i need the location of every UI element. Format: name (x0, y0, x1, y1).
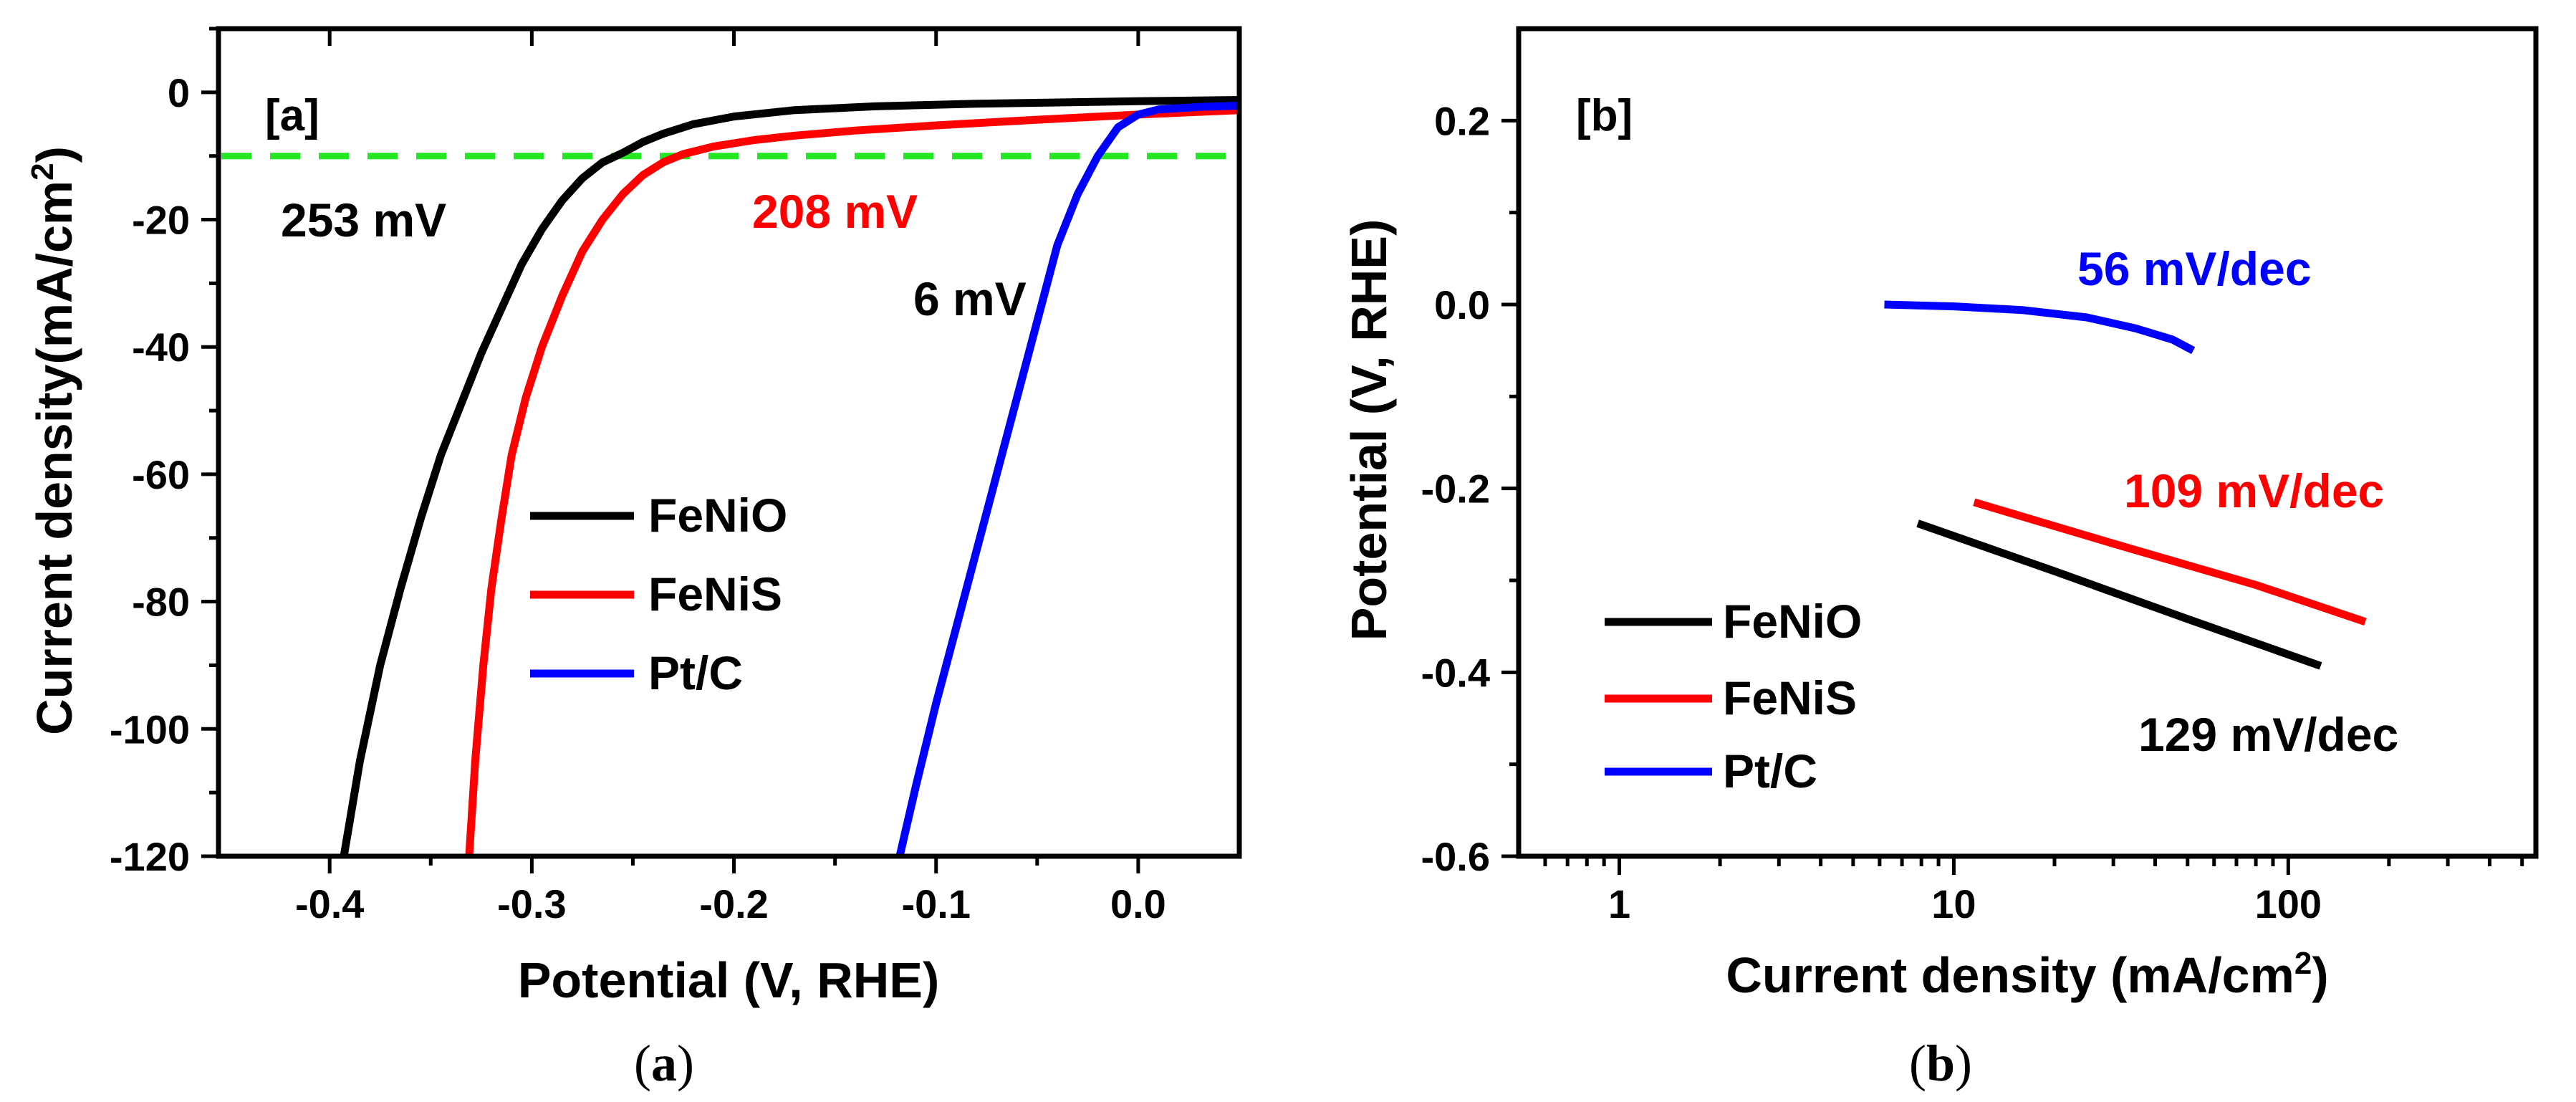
legend-b-label-fenis: FeNiS (1723, 671, 1857, 724)
legend-b-label-ptc: Pt/C (1723, 744, 1817, 797)
annotation-56mvdec: 56 mV/dec (2077, 242, 2312, 295)
x-tick-label-a: -0.1 (901, 881, 971, 926)
annotation-129mvdec: 129 mV/dec (2138, 708, 2398, 761)
y-tick-label-b: -0.6 (1421, 834, 1491, 879)
annotation-208mv: 208 mV (752, 185, 918, 238)
y-tick-label-a: -80 (132, 580, 190, 625)
x-axis-title-b-main: Current density (mA/cm (1726, 947, 2294, 1003)
caption-a: (a) (634, 1035, 694, 1092)
x-tick-label-a: -0.4 (295, 881, 365, 926)
legend-a-label-fenis: FeNiS (648, 567, 782, 621)
caption-a-letter: a (651, 1035, 677, 1092)
panel-b: 1 10 100 0.2 0.0 -0.2 -0.4 -0.6 [b] 56 mV/dec 1… (1341, 26, 2539, 1092)
series-b-fenis (1973, 498, 2367, 626)
caption-b: (b) (1909, 1035, 1972, 1092)
annotation-109mvdec: 109 mV/dec (2124, 464, 2384, 517)
series-b-pt-c (1884, 300, 2196, 355)
x-tick-label-b: 100 (2255, 881, 2322, 926)
x-tick-label-a: -0.2 (699, 881, 769, 926)
series-b-fenio (1916, 519, 2322, 670)
x-tick-label-a: 0.0 (1110, 881, 1166, 926)
series-a-fenio (340, 96, 1240, 857)
y-tick-label-b: -0.2 (1421, 466, 1491, 512)
x-axis-title-b-sup: 2 (2294, 946, 2312, 981)
x-tick-label-b: 1 (1608, 881, 1630, 926)
y-tick-label-b: -0.4 (1421, 650, 1491, 695)
y-tick-label-a: 0 (168, 70, 190, 115)
y-tick-label-a: -120 (110, 834, 190, 879)
y-axis-title-a-main: Current density(mA/cm (27, 181, 82, 735)
y-tick-label-a: -20 (132, 198, 190, 243)
x-axis-title-a: Potential (V, RHE) (518, 952, 940, 1008)
y-tick-label-a: -100 (110, 706, 190, 752)
panel-a: -0.4 -0.3 -0.2 -0.1 0.0 0 -20 -40 -60 -80 -100 -120… (25, 26, 1242, 1092)
annotation-253mv: 253 mV (281, 193, 446, 246)
y-tick-label-a: -40 (132, 325, 190, 370)
y-axis-title-b: Potential (V, RHE) (1341, 219, 1397, 641)
y-tick-label-b: 0.0 (1434, 282, 1490, 327)
legend-a-label-fenio: FeNiO (648, 489, 787, 542)
y-tick-label-a: -60 (132, 452, 190, 497)
legend-a: FeNiO FeNiS Pt/C (530, 489, 787, 699)
panel-a-label: [a] (265, 91, 319, 140)
y-axis-title-a-sup: 2 (25, 163, 60, 180)
series-a-pt-c (895, 102, 1240, 858)
caption-b-letter: b (1926, 1035, 1955, 1092)
series-a-fenis (465, 106, 1240, 857)
x-tick-label-a: -0.3 (497, 881, 567, 926)
y-axis-title-a: Current density(mA/cm2) (25, 146, 82, 735)
annotation-6mv: 6 mV (913, 272, 1027, 325)
x-axis-title-b-tail: ) (2312, 947, 2328, 1003)
legend-b: FeNiO FeNiS Pt/C (1605, 595, 1862, 797)
y-tick-label-b: 0.2 (1434, 98, 1490, 143)
legend-b-label-fenio: FeNiO (1723, 595, 1862, 648)
panel-b-label: [b] (1576, 91, 1633, 140)
panel-a-frame (216, 26, 1242, 859)
x-tick-label-b: 10 (1931, 881, 1976, 926)
panel-b-frame (1516, 26, 2539, 859)
legend-a-label-ptc: Pt/C (648, 646, 743, 699)
y-axis-title-a-tail: ) (27, 146, 82, 163)
x-axis-title-b: Current density (mA/cm2) (1726, 946, 2328, 1003)
